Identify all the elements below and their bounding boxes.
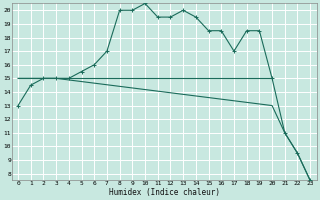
X-axis label: Humidex (Indice chaleur): Humidex (Indice chaleur) [108, 188, 220, 197]
